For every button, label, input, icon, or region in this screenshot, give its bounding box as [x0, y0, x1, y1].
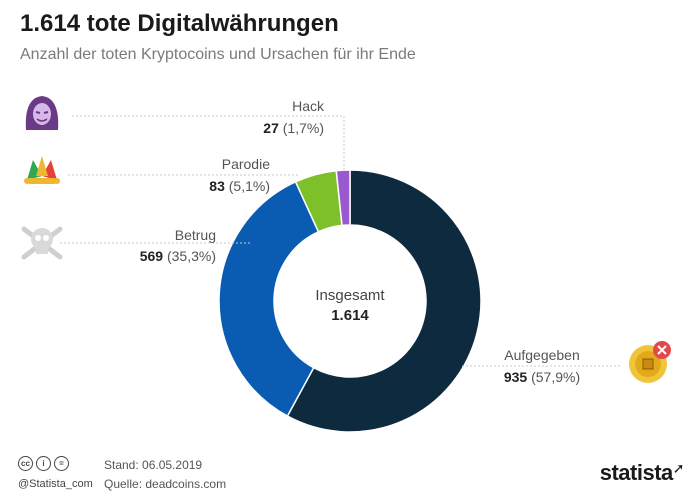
slice-label-aufgegeben: Aufgegeben: [504, 347, 580, 363]
donut-slices: [218, 169, 482, 433]
skull-crossbones-icon: [21, 226, 63, 260]
slice-value-betrug: 569 (35,3%): [140, 248, 216, 264]
slice-hack: [335, 169, 351, 227]
leader-line-hack: [72, 115, 345, 172]
slice-label-parodie: Parodie: [222, 156, 270, 172]
source-text[interactable]: Quelle: deadcoins.com: [104, 477, 227, 491]
slice-aufgegeben: [286, 169, 482, 433]
statista-handle[interactable]: @Statista_com: [18, 478, 93, 490]
jester-hat-icon: [24, 156, 60, 184]
no-derivatives-icon: =: [54, 456, 69, 471]
slice-value-parodie: 83 (5,1%): [209, 178, 270, 194]
slice-labels: Aufgegeben 935 (57,9%) Betrug 569 (35,3%) Pa…: [140, 98, 580, 385]
chart-subtitle: Anzahl der toten Kryptocoins und Ursache…: [20, 46, 416, 63]
attribution-icon: i: [36, 456, 51, 471]
leader-lines: [60, 115, 622, 367]
chart-title: 1.614 tote Digitalwährungen: [20, 10, 339, 37]
slice-label-betrug: Betrug: [175, 227, 216, 243]
hooded-hacker-icon: [25, 96, 59, 130]
cc-icon: cc: [18, 456, 33, 471]
center-label: Insgesamt: [315, 287, 385, 304]
brand-mark-icon: ➚: [672, 460, 685, 476]
slice-label-hack: Hack: [292, 98, 325, 114]
brand-text: statista: [599, 460, 674, 485]
slice-betrug: [218, 180, 320, 418]
statista-logo[interactable]: statista➚: [599, 460, 685, 486]
license-icons[interactable]: cc i =: [18, 456, 69, 471]
footer: cc i = @Statista_com Stand: 06.05.2019 Q…: [0, 450, 700, 499]
slice-value-aufgegeben: 935 (57,9%): [504, 369, 580, 385]
center-value: 1.614: [331, 307, 369, 324]
stand-date: Stand: 06.05.2019: [104, 458, 203, 472]
donut-chart: Aufgegeben 935 (57,9%) Betrug 569 (35,3%) Pa…: [21, 96, 671, 433]
coin-chip-x-icon: [629, 341, 671, 383]
slice-value-hack: 27 (1,7%): [263, 120, 324, 136]
category-icons: [21, 96, 671, 383]
